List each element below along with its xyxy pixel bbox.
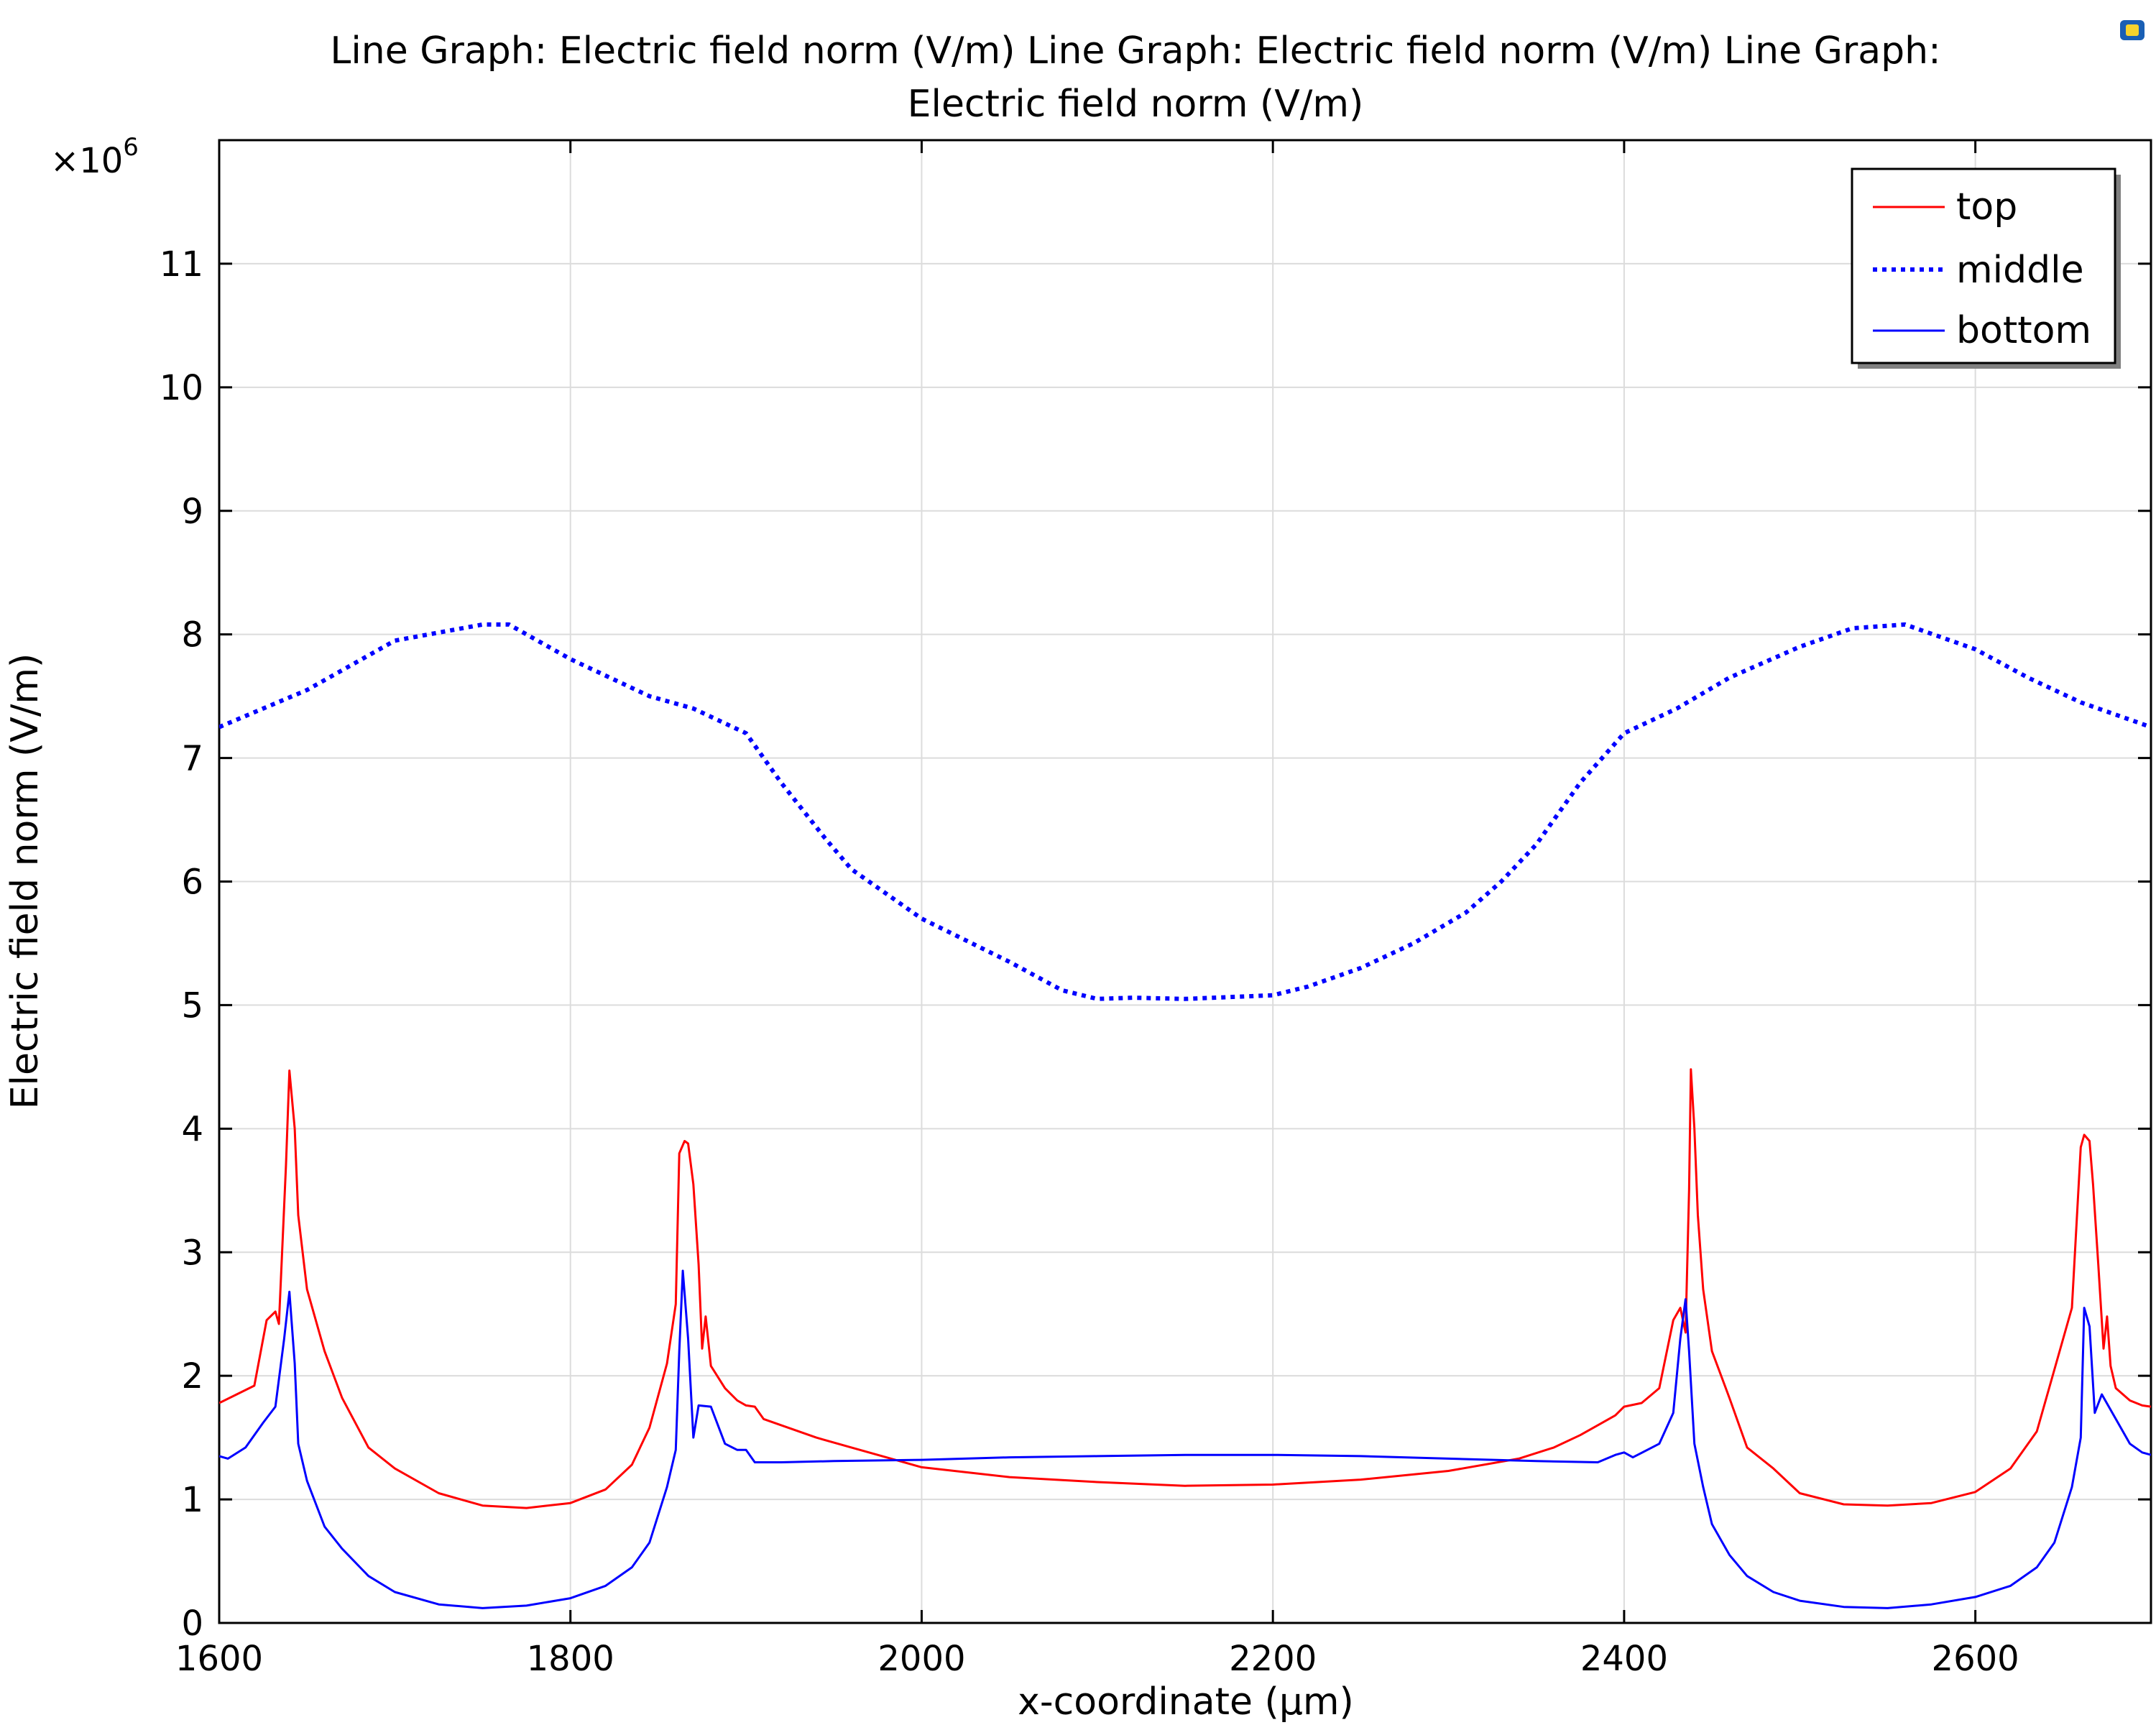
x-axis-label: x-coordinate (µm) <box>1018 1680 1354 1724</box>
legend-label-bottom: bottom <box>1956 309 2091 352</box>
x-tick-label: 2200 <box>1229 1639 1317 1679</box>
y-tick-label: 8 <box>181 615 203 656</box>
y-axis-multiplier-exponent: 6 <box>123 133 139 162</box>
y-tick-label: 1 <box>181 1480 203 1520</box>
series-layer <box>219 622 2151 1609</box>
y-axis-multiplier: ×106 <box>50 133 139 181</box>
series-line-middle <box>219 622 2151 1001</box>
chart-title-line-1: Line Graph: Electric field norm (V/m) Li… <box>330 29 1940 73</box>
x-tick-label: 2400 <box>1580 1639 1668 1679</box>
series-line-bottom <box>219 1269 2151 1609</box>
y-tick-label: 0 <box>181 1604 203 1644</box>
x-tick-label: 1800 <box>527 1639 614 1679</box>
y-tick-label: 4 <box>181 1109 203 1149</box>
x-tick-label: 2000 <box>877 1639 965 1679</box>
axis-ticks: 1600 1800 2000 2200 2400 2600 0 1 2 3 4 5 6 7 8 9 10 11 <box>160 140 2151 1679</box>
y-tick-label: 5 <box>181 985 203 1026</box>
y-axis-label: Electric field norm (V/m) <box>4 653 47 1110</box>
y-axis-multiplier-base: ×10 <box>50 141 123 181</box>
y-tick-label: 2 <box>181 1356 203 1397</box>
legend-label-middle: middle <box>1956 249 2084 292</box>
y-tick-label: 11 <box>160 244 203 285</box>
grid-lines <box>219 140 2151 1623</box>
chart-title-line-2: Electric field norm (V/m) <box>908 83 1364 126</box>
y-tick-label: 7 <box>181 739 203 779</box>
app-logo-icon <box>2120 20 2145 40</box>
y-tick-label: 10 <box>160 368 203 408</box>
series-line-top <box>219 1068 2151 1509</box>
legend-label-top: top <box>1956 185 2017 229</box>
y-tick-label: 3 <box>181 1233 203 1273</box>
legend: top middle bottom <box>1851 167 2121 369</box>
y-tick-label: 6 <box>181 862 203 903</box>
x-tick-label: 1600 <box>175 1639 263 1679</box>
y-tick-label: 9 <box>181 492 203 532</box>
x-tick-label: 2600 <box>1932 1639 2019 1679</box>
